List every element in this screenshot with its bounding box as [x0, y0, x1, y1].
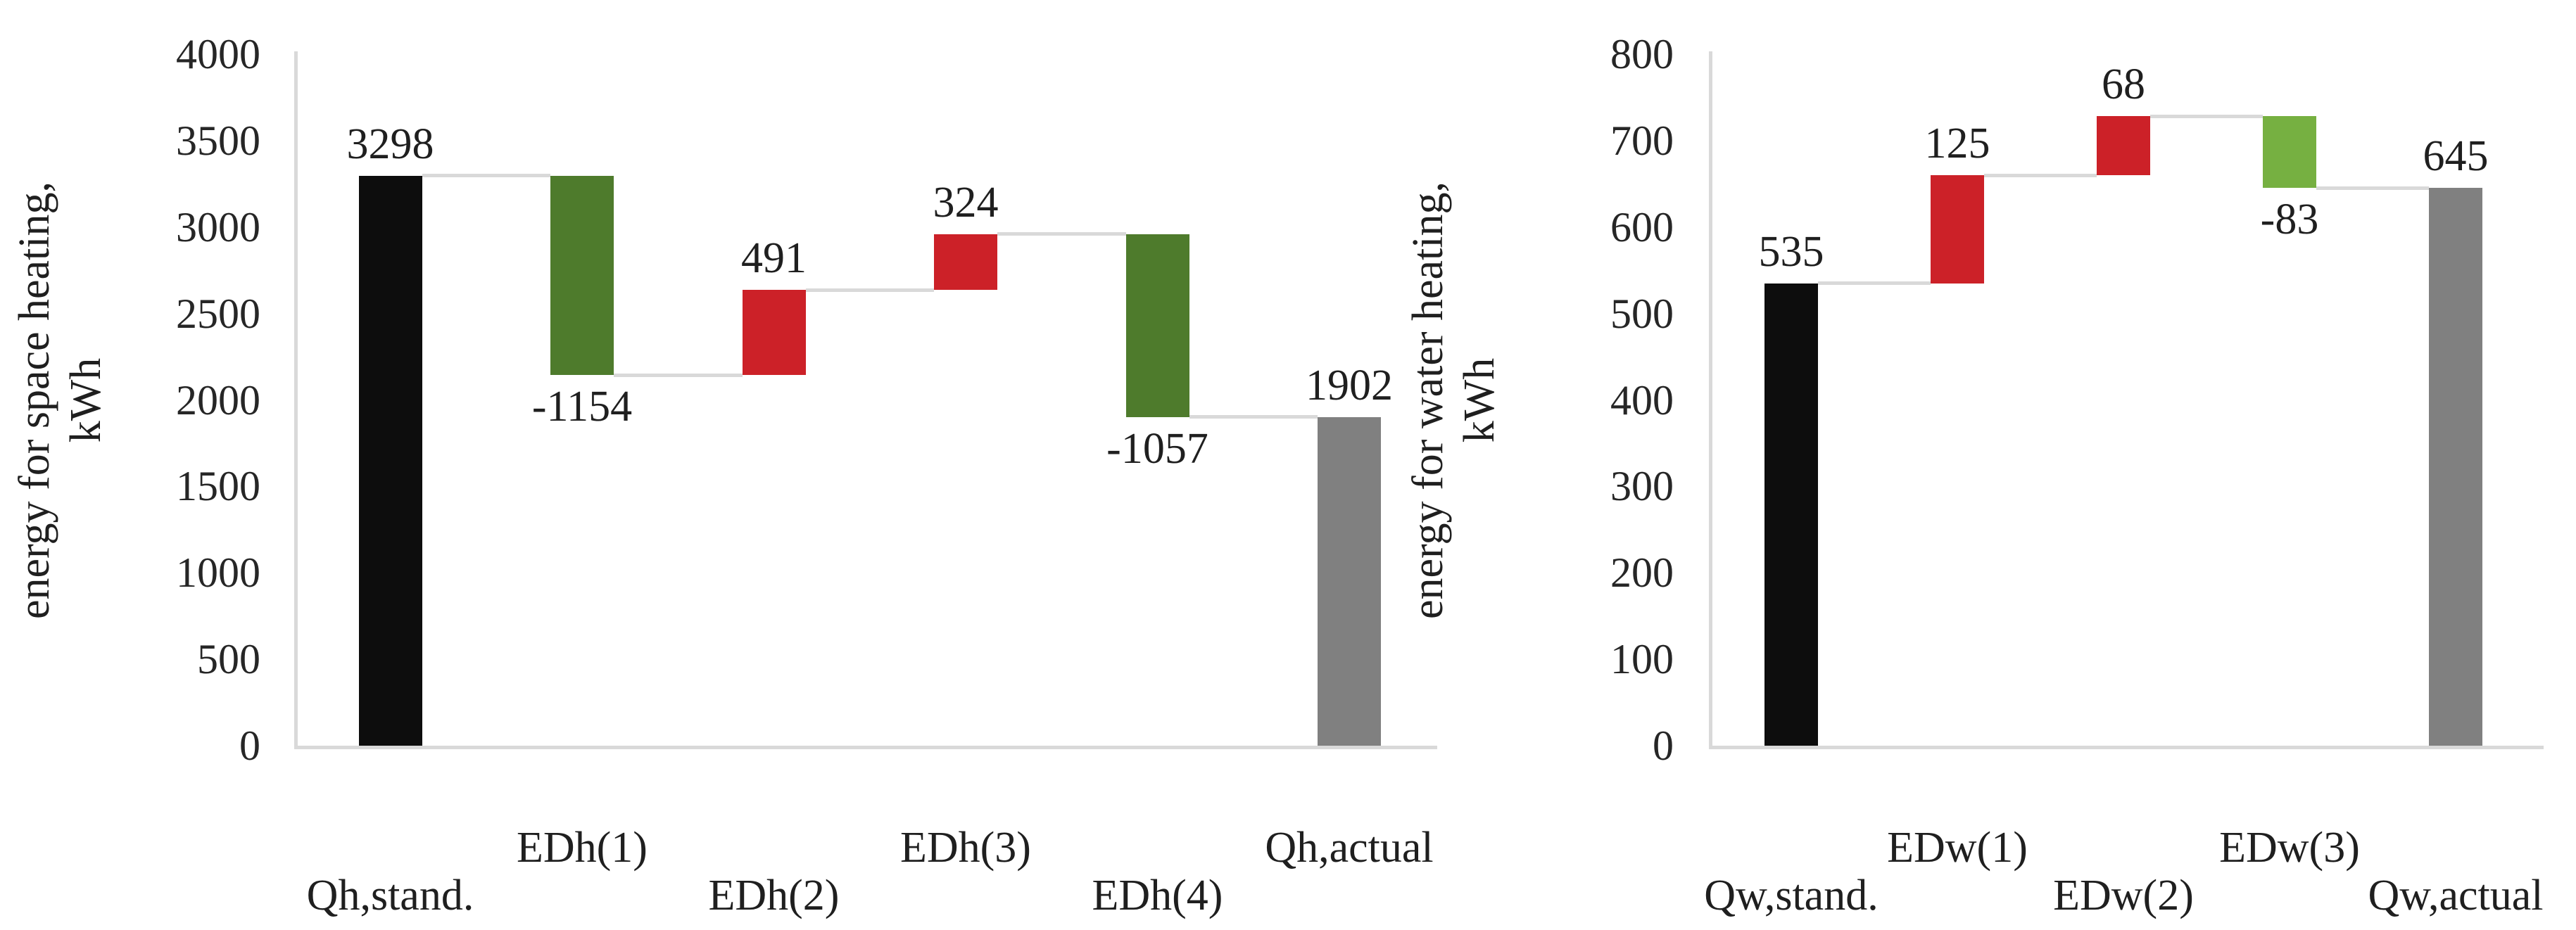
- x-axis-line: [294, 746, 1437, 749]
- y-tick-label-0: 0: [1653, 722, 1674, 769]
- x-category-label-edh-1: EDh(1): [517, 824, 648, 872]
- value-label-edw-3: -83: [2260, 196, 2319, 244]
- bar-edw-3: [2263, 116, 2316, 189]
- bar-edh-1: [550, 175, 614, 376]
- y-axis-title-line-1: energy for water heating,: [1403, 181, 1452, 619]
- connector-line-edh-1-to-edh-2: [614, 373, 743, 377]
- value-label-edh-1: -1154: [531, 383, 633, 431]
- y-axis-title-line-2: kWh: [1456, 357, 1503, 442]
- x-category-label-qw-actual: Qw,actual: [2368, 872, 2544, 919]
- connector-line-edh-2-to-edh-3: [805, 288, 934, 292]
- connector-line-edh-4-to-qh-actual: [1189, 415, 1318, 419]
- x-axis-line: [1709, 746, 2544, 749]
- y-tick-label-2000: 2000: [176, 376, 260, 423]
- value-label-edw-1: 125: [1924, 120, 1990, 168]
- value-label-edh-2: 491: [741, 234, 807, 283]
- bar-qw-actual: [2429, 188, 2482, 746]
- y-tick-label-800: 800: [1610, 31, 1674, 77]
- y-axis-line: [294, 51, 298, 749]
- bar-qh-actual: [1318, 416, 1381, 746]
- y-tick-label-600: 600: [1610, 203, 1674, 250]
- y-tick-label-200: 200: [1610, 549, 1674, 597]
- y-tick-label-1000: 1000: [176, 549, 260, 597]
- x-category-label-edh-2: EDh(2): [708, 872, 840, 919]
- y-tick-label-100: 100: [1610, 636, 1674, 683]
- x-category-label-qh-actual: Qh,actual: [1265, 824, 1434, 872]
- connector-line-edh-3-to-edh-4: [997, 232, 1126, 236]
- y-tick-label-500: 500: [1610, 290, 1674, 337]
- value-label-qw-actual: 645: [2423, 132, 2489, 181]
- bar-edw-1: [1931, 175, 1984, 284]
- x-category-label-edh-3: EDh(3): [900, 824, 1031, 872]
- value-label-edh-3: 324: [933, 178, 999, 227]
- y-axis-title: energy for water heating, kWh: [1403, 0, 1505, 822]
- y-tick-label-0: 0: [239, 722, 260, 769]
- y-tick-label-3500: 3500: [176, 117, 260, 164]
- connector-line-edw-3-to-qw-actual: [2316, 186, 2429, 190]
- x-category-label-qh-stand: Qh,stand.: [306, 872, 474, 919]
- value-label-qw-stand: 535: [1758, 227, 1824, 276]
- y-tick-label-4000: 4000: [176, 31, 260, 77]
- connector-line-edw-2-to-edw-3: [2150, 114, 2263, 118]
- y-axis-line: [1709, 51, 1712, 749]
- connector-line-qh-stand-to-edh-1: [422, 174, 550, 178]
- y-tick-label-3000: 3000: [176, 203, 260, 250]
- bar-qw-stand: [1764, 283, 1818, 746]
- x-category-label-edh-4: EDh(4): [1092, 872, 1223, 919]
- y-tick-label-2500: 2500: [176, 290, 260, 337]
- connector-line-edw-1-to-edw-2: [1984, 173, 2097, 177]
- y-tick-label-1500: 1500: [176, 463, 260, 510]
- value-label-qh-stand: 3298: [346, 120, 434, 168]
- bar-edh-4: [1125, 234, 1189, 417]
- y-tick-label-500: 500: [197, 636, 260, 683]
- value-label-edh-4: -1057: [1106, 424, 1208, 473]
- value-label-edw-2: 68: [2102, 60, 2145, 109]
- bar-edh-2: [742, 290, 806, 376]
- y-tick-label-700: 700: [1610, 117, 1674, 164]
- x-category-label-qw-stand: Qw,stand.: [1704, 872, 1879, 919]
- value-label-qh-actual: 1902: [1306, 361, 1393, 409]
- bar-edh-3: [934, 234, 997, 291]
- bar-edw-2: [2097, 116, 2150, 176]
- x-category-label-edw-3: EDw(3): [2219, 824, 2360, 872]
- connector-line-qw-stand-to-edw-1: [1818, 281, 1931, 286]
- bar-qh-stand: [358, 175, 422, 746]
- x-category-label-edw-1: EDw(1): [1887, 824, 2028, 872]
- y-tick-label-400: 400: [1610, 376, 1674, 423]
- x-category-label-edw-2: EDw(2): [2053, 872, 2194, 919]
- y-tick-label-300: 300: [1610, 463, 1674, 510]
